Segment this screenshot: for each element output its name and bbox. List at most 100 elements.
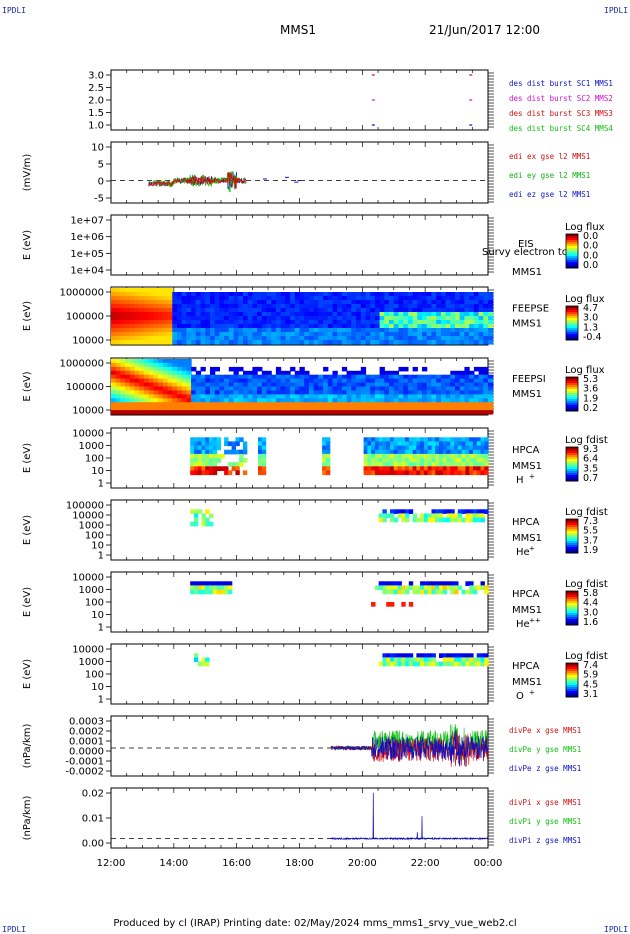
p6-spectrogram-cell [412,437,417,442]
p4-spectrogram-cell [323,324,329,329]
p4-spectrogram-cell [431,324,437,329]
p8-spectrogram-cell [209,585,214,591]
p11-series-line [330,792,489,841]
p7-colorbar-cell [566,547,578,550]
p7-spectrogram-cell [469,517,474,523]
p6-spectrogram-cell [371,462,376,467]
p4-spectrogram-cell [473,324,480,329]
p4-spectrogram-cell [271,340,277,345]
p5-spectrogram-cell [290,402,296,407]
p4-spectrogram-cell [172,296,178,301]
p5-spectrogram-cell [332,394,338,399]
p4-spectrogram-cell [257,304,263,309]
p5-spectrogram-cell [257,390,263,395]
p4-spectrogram-cell [115,304,121,309]
p9-spectrogram-cell [205,657,210,663]
p7-spectrogram-cell [469,513,474,519]
p5-spectrogram-cell [445,398,451,403]
p8-colorbar-cell [566,603,578,606]
p6-spectrogram-cell [461,470,466,476]
p5-spectrogram-cell [162,402,169,407]
p5-spectrogram-cell [436,386,442,391]
p8-spectrogram-cell [197,585,203,591]
p6-spectrogram-cell [367,462,372,467]
p5-spectrogram-cell [158,362,164,368]
p6-spectrogram-cell [393,441,399,447]
p7-spectrogram-cell [439,509,444,514]
p5-spectrogram-cell [483,394,489,399]
p6-spectrogram-cell [435,445,440,451]
p5-spectrogram-cell [158,410,164,415]
p4-spectrogram-cell [191,296,197,301]
p4-spectrogram-cell [285,308,291,313]
p5-spectrogram-cell [473,410,480,415]
p4-spectrogram-cell [210,320,216,325]
p4-spectrogram-cell [247,316,253,321]
p4-spectrogram-cell [327,340,334,345]
p5-spectrogram-cell [393,398,399,403]
p4-spectrogram-cell [356,312,362,317]
p4-spectrogram-cell [285,320,291,325]
p5-spectrogram-cell [455,374,461,380]
p5-spectrogram-cell [384,374,390,380]
p6-spectrogram-cell [457,445,463,451]
p4-spectrogram-cell [374,292,381,297]
p6-spectrogram-cell [454,466,459,471]
p5-spectrogram-cell [356,394,362,399]
p5-spectrogram-cell [280,386,286,391]
p4-spectrogram-cell [403,296,409,301]
p5-spectrogram-cell [139,370,145,376]
p4-spectrogram-cell [243,320,249,325]
p4-spectrogram-cell [327,312,334,317]
p4-spectrogram-cell [393,320,399,325]
p5-spectrogram-cell [181,382,187,388]
p4-spectrogram-cell [488,292,494,297]
p9-spectrogram-cell [461,661,466,667]
p4-spectrogram-cell [464,292,470,297]
p6-spectrogram-cell [216,437,221,442]
p4-spectrogram-cell [450,308,456,313]
p4-spectrogram-cell [120,288,126,293]
p5-spectrogram-cell [275,402,282,407]
p6-spectrogram-cell [393,458,399,463]
p4-spectrogram-cell [464,312,470,317]
p4-spectrogram-cell [285,336,291,341]
p4-spectrogram-cell [389,296,395,301]
p5-spectrogram-cell [228,402,235,407]
p6-spectrogram-cell [382,441,387,447]
p5-spectrogram-cell [379,378,385,384]
p5-spectrogram-cell [177,402,183,407]
p6-spectrogram-cell [261,437,267,442]
p6-spectrogram-cell [224,441,229,447]
p8-colorbar-cell [566,601,578,604]
p4-spectrogram-cell [337,332,343,337]
p5-spectrogram-cell [191,374,197,380]
p5-spectrogram-cell [308,398,315,403]
p4-spectrogram-cell [233,332,239,337]
p5-spectrogram-cell [266,406,272,411]
p5-spectrogram-cell [195,406,202,411]
p4-spectrogram-cell [440,292,447,297]
p4-spectrogram-cell [337,296,343,301]
p4-spectrogram-cell [360,292,367,297]
p4-spectrogram-cell [186,340,192,345]
p8-spectrogram-cell [193,581,199,586]
p6-spectrogram-cell [378,462,384,467]
p4-spectrogram-cell [403,324,409,329]
p9-y-tick-label: 10 [91,682,104,693]
p4-spectrogram-cell [431,296,437,301]
p5-spectrogram-cell [374,386,381,391]
p4-spectrogram-cell [323,328,329,333]
p4-spectrogram-cell [195,324,202,329]
p4-spectrogram-cell [219,300,225,305]
p4-spectrogram-cell [167,292,173,297]
p6-spectrogram-cell [427,453,433,459]
p4-spectrogram-cell [224,324,230,329]
p4-spectrogram-cell [148,320,154,325]
p5-spectrogram-cell [257,382,263,388]
p4-spectrogram-cell [398,296,404,301]
p4-spectrogram-cell [473,336,480,341]
p6-spectrogram-cell [193,453,199,459]
p4-colorbar-cell [566,318,578,321]
p4-spectrogram-cell [327,328,334,333]
